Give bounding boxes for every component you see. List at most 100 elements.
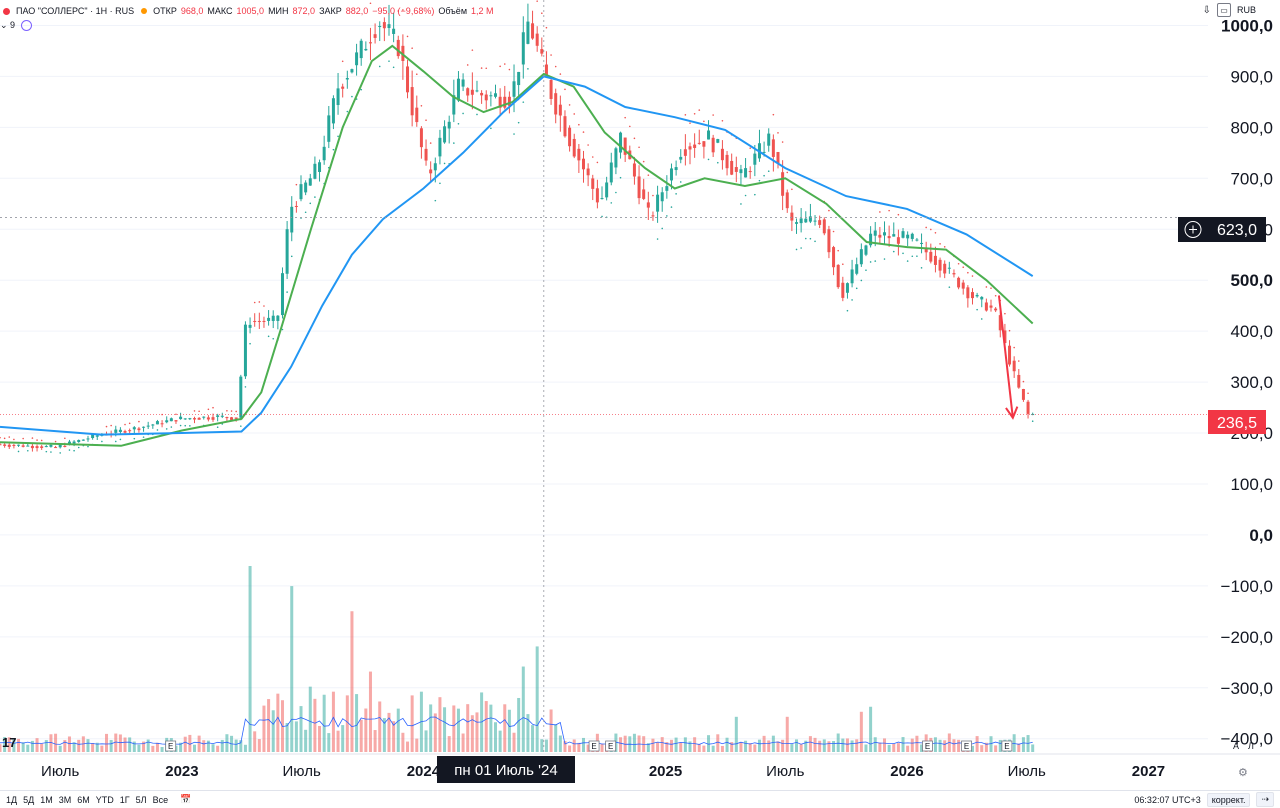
volume-bar	[137, 744, 141, 752]
volume-bar	[77, 739, 81, 752]
range-1y[interactable]: 1Г	[119, 794, 130, 805]
candle-body	[688, 146, 692, 150]
sar-dot	[443, 162, 446, 165]
scale-toggle-icon[interactable]: ⇢	[1256, 792, 1274, 807]
candle-body	[146, 425, 150, 427]
sar-dot	[378, 65, 381, 68]
volume-bar	[35, 738, 39, 752]
range-1d[interactable]: 1Д	[6, 794, 18, 805]
calendar-icon[interactable]: 📅	[180, 794, 192, 804]
sar-dot	[591, 156, 594, 158]
candle-body	[230, 417, 234, 420]
range-all[interactable]: Все	[152, 794, 169, 805]
range-6m[interactable]: 6М	[77, 794, 90, 805]
volume-bar	[248, 566, 252, 752]
sar-dot	[749, 147, 752, 149]
sar-dot	[851, 299, 853, 301]
sar-dot	[994, 294, 997, 297]
candle-body	[734, 167, 738, 172]
volume-bar	[674, 737, 678, 752]
sar-dot	[948, 286, 951, 288]
crosshair-price-label[interactable]: 623,0	[1178, 217, 1266, 242]
gear-icon[interactable]: ⚙	[1238, 767, 1248, 779]
candle-body	[544, 64, 548, 76]
volume-bar	[271, 710, 275, 752]
sar-dot	[346, 110, 349, 113]
volume-bar	[998, 739, 1002, 752]
volume-bar	[882, 738, 886, 752]
close-value: 882,0	[345, 6, 369, 16]
candle-body	[206, 417, 210, 420]
sar-dot	[13, 438, 15, 441]
earnings-marker	[961, 740, 972, 752]
volume-bar	[350, 611, 354, 752]
sar-dot	[64, 437, 66, 440]
change-value: −95,0 (−9,68%)	[372, 6, 435, 16]
sar-dot	[425, 119, 427, 121]
range-3m[interactable]: 3М	[58, 794, 72, 805]
sar-dot	[170, 426, 173, 428]
sar-dot	[50, 451, 52, 453]
price-tick-label: −400,0	[1221, 730, 1273, 749]
indicator-logo-icon[interactable]	[21, 20, 33, 31]
candle-body	[966, 287, 970, 299]
volume-bar	[688, 741, 692, 752]
sort-icon[interactable]: ⇩	[1202, 4, 1211, 16]
candle-body	[128, 430, 132, 432]
sar-dot	[809, 237, 812, 240]
volume-bar	[572, 739, 576, 752]
volume-bar	[40, 743, 44, 752]
sar-dot	[763, 174, 765, 177]
candle-body	[549, 79, 553, 99]
sar-dot	[434, 199, 437, 202]
volume-bar	[952, 739, 956, 752]
currency-label[interactable]: RUB	[1236, 5, 1256, 15]
volume-bar	[957, 739, 961, 752]
log-scale-button[interactable]: Л	[1248, 741, 1254, 751]
volume-bar	[438, 697, 442, 752]
range-5d[interactable]: 5Д	[23, 794, 35, 805]
sar-dot	[1027, 392, 1029, 395]
sar-dot	[652, 194, 654, 197]
volume-bar	[160, 746, 164, 752]
indicators-row: ⌄ 9	[0, 20, 33, 31]
fullscreen-icon[interactable]: ▭	[1216, 3, 1231, 17]
tradingview-logo[interactable]: 17	[2, 735, 17, 750]
sar-dot	[272, 337, 275, 340]
sar-dot	[179, 424, 182, 427]
candle-body	[484, 94, 488, 101]
indicators-toggle[interactable]: ⌄ 9	[0, 20, 16, 30]
sar-dot	[814, 240, 816, 243]
auto-scale-button[interactable]: A	[1233, 741, 1240, 751]
candle-body	[776, 151, 780, 164]
volume-bar	[318, 725, 322, 752]
adjust-button[interactable]: коррект.	[1206, 792, 1251, 807]
candle-body	[836, 264, 840, 288]
candle-body	[665, 186, 669, 191]
candle-body	[845, 283, 849, 293]
range-ytd[interactable]: YTD	[95, 794, 114, 805]
sar-dot	[939, 243, 941, 245]
time-tick-label: 2025	[649, 763, 682, 780]
range-5y[interactable]: 5Л	[135, 794, 147, 805]
candle-body	[142, 426, 146, 428]
candle-body	[725, 154, 729, 169]
volume-bar	[619, 737, 623, 752]
sar-dot	[837, 249, 839, 252]
volume-bar	[938, 739, 942, 752]
candle-body	[470, 89, 474, 95]
volume-bar	[429, 704, 433, 752]
candle-body	[373, 34, 377, 38]
candle-body	[456, 78, 460, 101]
candle-body	[980, 296, 984, 300]
candle-body	[489, 95, 493, 97]
symbol-title[interactable]: ПАО "СОЛЛЕРС" · 1Н · RUS	[16, 6, 135, 16]
sar-dot	[670, 206, 673, 208]
volume-bar	[345, 695, 349, 752]
volume-bar	[331, 691, 335, 752]
candle-body	[507, 96, 511, 106]
candle-body	[433, 163, 437, 171]
range-1m[interactable]: 1М	[40, 794, 53, 805]
candle-body	[804, 218, 808, 223]
